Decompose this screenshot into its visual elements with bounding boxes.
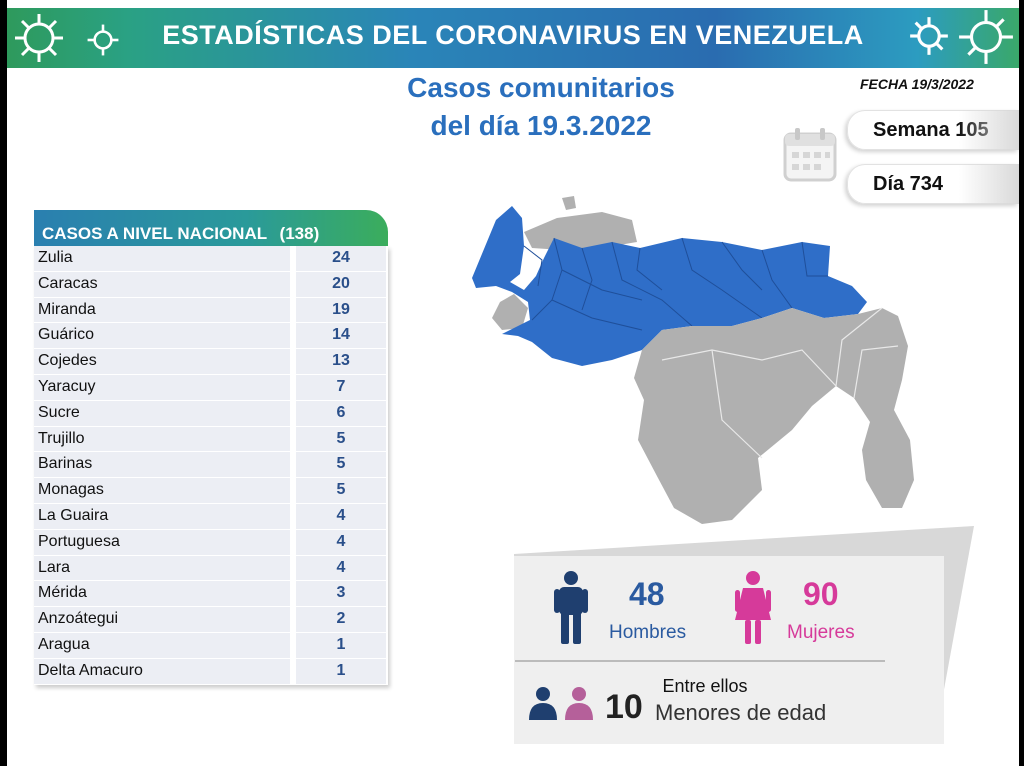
table-row: Mérida 3	[34, 581, 388, 608]
case-count: 3	[296, 581, 386, 607]
table-row: Aragua 1	[34, 632, 388, 659]
table-row: Trujillo 5	[34, 426, 388, 453]
table-row: Monagas 5	[34, 478, 388, 504]
state-name: Aragua	[34, 632, 290, 658]
men-count: 48	[629, 576, 665, 612]
case-count: 7	[296, 374, 386, 400]
week-badge: Semana 105	[847, 110, 1019, 150]
table-row: Delta Amacuro 1	[34, 658, 388, 685]
state-name: Miranda	[34, 297, 290, 323]
map-grey-south	[634, 308, 914, 524]
case-count: 6	[296, 400, 386, 426]
virus-icon	[910, 17, 948, 55]
state-name: Delta Amacuro	[34, 658, 290, 684]
minors-label: Menores de edad	[655, 700, 827, 725]
map-blue-region	[472, 206, 867, 366]
state-name: Guárico	[34, 323, 290, 349]
table-row: Yaracuy 7	[34, 374, 388, 401]
map-grey-island	[562, 196, 576, 210]
case-count: 24	[296, 246, 386, 271]
state-name: Zulia	[34, 246, 290, 271]
case-count: 1	[296, 658, 386, 684]
state-name: Caracas	[34, 271, 290, 297]
state-name: Mérida	[34, 581, 290, 607]
banner-title: ESTADÍSTICAS DEL CORONAVIRUS EN VENEZUEL…	[162, 20, 864, 50]
date-label: FECHA 19/3/2022	[860, 76, 974, 92]
case-count: 2	[296, 607, 386, 632]
state-name: Sucre	[34, 400, 290, 426]
among-them-label: Entre ellos	[662, 676, 748, 696]
case-count: 4	[296, 529, 386, 555]
stats-divider	[515, 660, 885, 662]
case-count: 20	[296, 271, 386, 297]
case-count: 1	[296, 632, 386, 658]
state-name: Barinas	[34, 452, 290, 478]
subtitle-line2: del día 19.3.2022	[430, 110, 652, 141]
table-row: Miranda 19	[34, 297, 388, 324]
table-row: Zulia 24	[34, 246, 388, 272]
state-name: La Guaira	[34, 503, 290, 529]
children-icon	[529, 687, 593, 720]
title-banner: ESTADÍSTICAS DEL CORONAVIRUS EN VENEZUEL…	[7, 8, 1019, 68]
state-name: Monagas	[34, 478, 290, 503]
week-label: Semana 105	[873, 119, 989, 141]
calendar-icon	[783, 128, 837, 182]
case-count: 5	[296, 452, 386, 478]
day-badge: Día 734	[847, 164, 1019, 204]
table-row: La Guaira 4	[34, 503, 388, 530]
state-name: Trujillo	[34, 426, 290, 452]
case-count: 19	[296, 297, 386, 323]
state-name: Yaracuy	[34, 374, 290, 400]
infographic-page: ESTADÍSTICAS DEL CORONAVIRUS EN VENEZUEL…	[7, 0, 1019, 766]
case-count: 13	[296, 349, 386, 374]
table-row: Caracas 20	[34, 271, 388, 298]
map-grey-north	[524, 212, 637, 250]
table-row: Anzoátegui 2	[34, 607, 388, 633]
table-row: Portuguesa 4	[34, 529, 388, 556]
table-total: (138)	[279, 224, 320, 243]
virus-icon	[959, 10, 1013, 64]
case-count: 4	[296, 503, 386, 529]
state-name: Cojedes	[34, 349, 290, 374]
case-count: 4	[296, 555, 386, 581]
case-count: 14	[296, 323, 386, 349]
table-row: Cojedes 13	[34, 349, 388, 375]
table-body: Zulia 24 Caracas 20 Miranda 19 Guárico 14 Cojede…	[34, 246, 388, 685]
table-row: Lara 4	[34, 555, 388, 582]
table-header: CASOS A NIVEL NACIONAL (138)	[34, 210, 388, 246]
table-row: Guárico 14	[34, 323, 388, 350]
day-label: Día 734	[873, 173, 944, 195]
woman-icon	[735, 571, 771, 644]
men-label: Hombres	[609, 622, 687, 643]
case-count: 5	[296, 478, 386, 503]
subtitle-line1: Casos comunitarios	[407, 72, 675, 103]
state-name: Lara	[34, 555, 290, 581]
state-name: Portuguesa	[34, 529, 290, 555]
state-name: Anzoátegui	[34, 607, 290, 632]
women-label: Mujeres	[787, 622, 855, 643]
cases-table: CASOS A NIVEL NACIONAL (138) Zulia 24 Cara…	[34, 210, 388, 685]
table-row: Barinas 5	[34, 452, 388, 479]
map-grey-west	[492, 294, 528, 330]
stats-panel	[514, 526, 974, 744]
virus-icon	[87, 24, 119, 56]
women-count: 90	[803, 576, 839, 612]
minors-count: 10	[605, 688, 643, 726]
table-row: Sucre 6	[34, 400, 388, 427]
virus-icon	[15, 14, 63, 62]
table-header-label: CASOS A NIVEL NACIONAL	[42, 224, 267, 243]
case-count: 5	[296, 426, 386, 452]
venezuela-map	[472, 196, 914, 524]
man-icon	[554, 571, 588, 644]
